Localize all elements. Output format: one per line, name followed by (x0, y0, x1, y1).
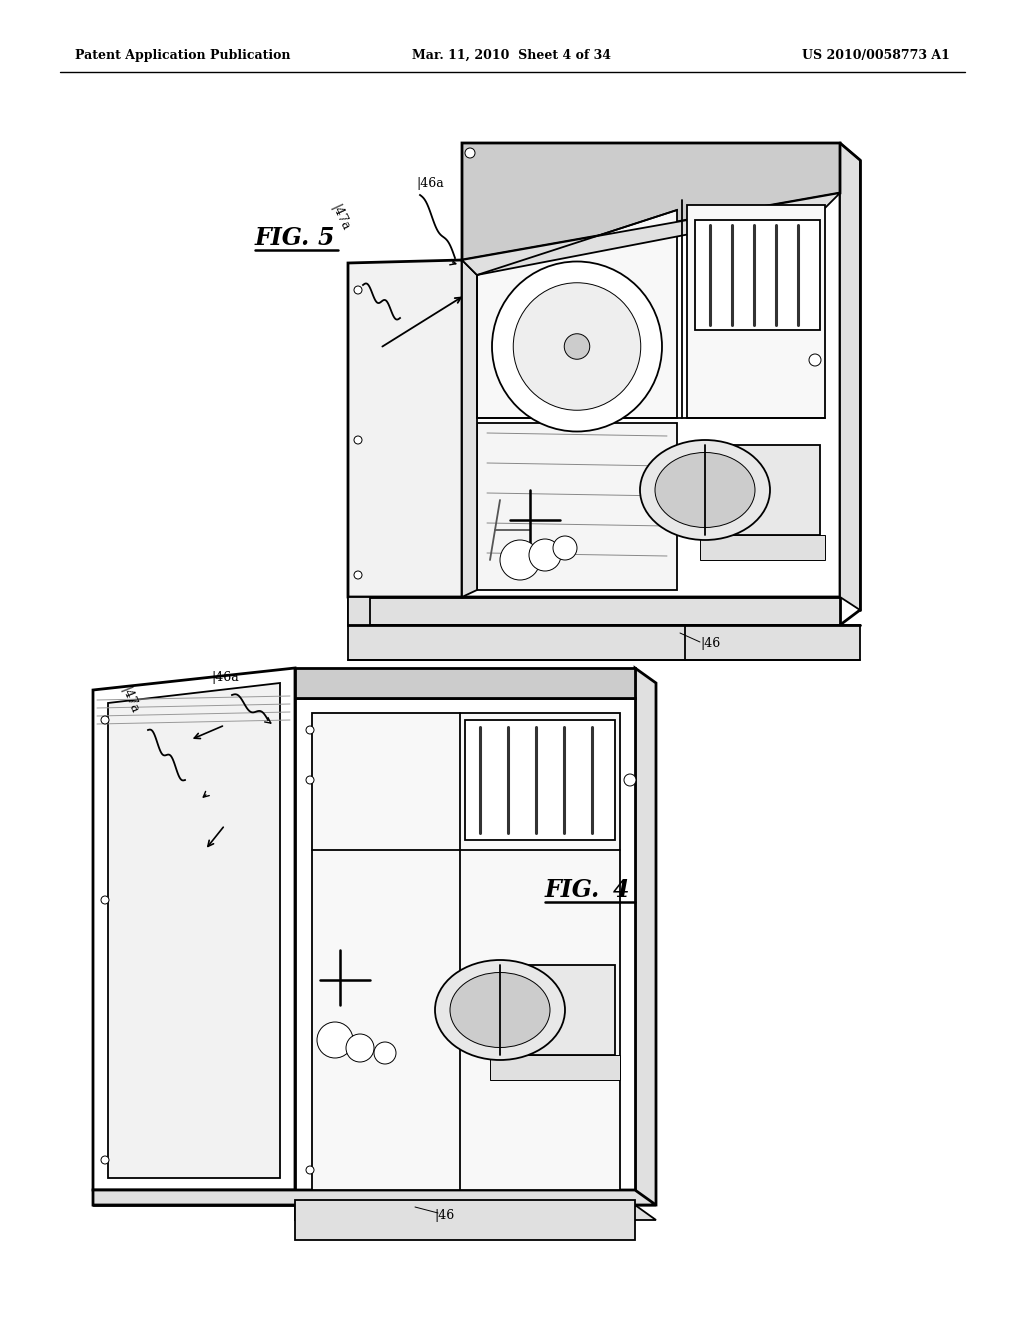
Ellipse shape (465, 148, 475, 158)
Polygon shape (462, 143, 840, 260)
Text: |46a: |46a (416, 177, 443, 190)
Ellipse shape (306, 1166, 314, 1173)
Text: |47a: |47a (119, 685, 141, 715)
Ellipse shape (500, 540, 540, 579)
Polygon shape (695, 220, 820, 330)
Ellipse shape (809, 354, 821, 366)
Polygon shape (465, 719, 615, 840)
Ellipse shape (101, 1156, 109, 1164)
Ellipse shape (492, 261, 662, 432)
Text: Mar. 11, 2010  Sheet 4 of 34: Mar. 11, 2010 Sheet 4 of 34 (413, 49, 611, 62)
Polygon shape (705, 445, 820, 535)
Text: |46a: |46a (211, 672, 239, 685)
Ellipse shape (306, 726, 314, 734)
Ellipse shape (450, 973, 550, 1048)
Polygon shape (348, 624, 860, 660)
Ellipse shape (553, 536, 577, 560)
Polygon shape (295, 668, 635, 698)
Ellipse shape (435, 960, 565, 1060)
Ellipse shape (354, 572, 362, 579)
Polygon shape (312, 713, 620, 1191)
Text: FIG.: FIG. (545, 878, 600, 902)
Polygon shape (462, 193, 840, 597)
Polygon shape (462, 193, 840, 275)
Polygon shape (295, 1205, 656, 1220)
Polygon shape (93, 668, 295, 1191)
Ellipse shape (513, 282, 641, 411)
Polygon shape (840, 143, 860, 610)
Polygon shape (348, 260, 462, 597)
Polygon shape (500, 965, 615, 1055)
Polygon shape (477, 422, 677, 590)
Polygon shape (687, 205, 825, 418)
Ellipse shape (529, 539, 561, 572)
Ellipse shape (655, 453, 755, 528)
Text: US 2010/0058773 A1: US 2010/0058773 A1 (802, 49, 950, 62)
Ellipse shape (306, 776, 314, 784)
Ellipse shape (624, 774, 636, 785)
Polygon shape (295, 1200, 635, 1239)
Text: Patent Application Publication: Patent Application Publication (75, 49, 291, 62)
Ellipse shape (101, 896, 109, 904)
Polygon shape (295, 698, 635, 1205)
Polygon shape (477, 210, 677, 418)
Text: FIG.: FIG. (255, 226, 310, 249)
Ellipse shape (354, 436, 362, 444)
Polygon shape (490, 1055, 620, 1080)
Text: 4: 4 (613, 878, 630, 902)
Ellipse shape (101, 715, 109, 723)
Polygon shape (700, 535, 825, 560)
Text: 5: 5 (318, 226, 335, 249)
Ellipse shape (640, 440, 770, 540)
Ellipse shape (374, 1041, 396, 1064)
Text: |46: |46 (435, 1209, 455, 1221)
Polygon shape (348, 597, 840, 624)
Ellipse shape (354, 286, 362, 294)
Polygon shape (348, 597, 370, 624)
Ellipse shape (564, 334, 590, 359)
Polygon shape (462, 260, 477, 597)
Ellipse shape (346, 1034, 374, 1063)
Polygon shape (635, 668, 656, 1205)
Polygon shape (108, 682, 280, 1177)
Text: |46: |46 (699, 636, 720, 649)
Text: |47a: |47a (329, 203, 351, 234)
Ellipse shape (317, 1022, 353, 1059)
Polygon shape (93, 1191, 656, 1205)
